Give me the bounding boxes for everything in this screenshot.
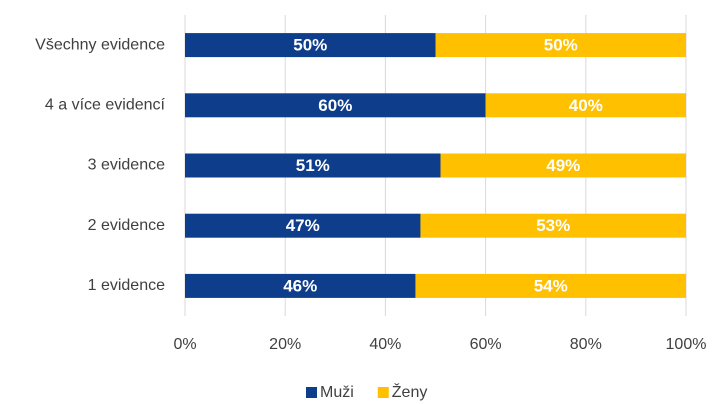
data-label: 40% [569,96,603,115]
x-tick-label: 60% [470,336,502,353]
y-tick-label: 1 evidence [88,277,165,294]
bar-segment [185,273,416,298]
bar-segment [185,213,421,238]
bar-segment [485,93,686,118]
x-tick-label: 20% [269,336,301,353]
data-label: 50% [293,36,327,55]
bar-segment [435,33,686,58]
x-tick-label: 0% [173,336,196,353]
bar-segment [440,153,686,178]
legend-label: Muži [320,384,354,401]
data-label: 53% [536,216,570,235]
data-label: 50% [544,36,578,55]
y-tick-label: 4 a více evidencí [45,97,166,114]
x-tick-label: 100% [666,336,707,353]
bar-segment [185,153,441,178]
data-label: 46% [283,276,317,295]
y-tick-label: 3 evidence [88,157,165,174]
legend-label: Ženy [392,382,428,401]
legend-swatch [377,387,389,398]
bar-segment [415,273,686,298]
x-tick-label: 80% [570,336,602,353]
bar-segment [185,93,486,118]
bar-segment [185,33,436,58]
data-label: 49% [546,156,580,175]
data-label: 60% [318,96,352,115]
data-label: 51% [296,156,330,175]
y-tick-label: 2 evidence [88,217,165,234]
y-tick-label: Všechny evidence [35,36,165,53]
data-label: 54% [534,276,568,295]
legend-swatch [306,387,317,398]
bar-segment [420,213,686,238]
x-tick-label: 40% [369,336,401,353]
data-label: 47% [286,216,320,235]
